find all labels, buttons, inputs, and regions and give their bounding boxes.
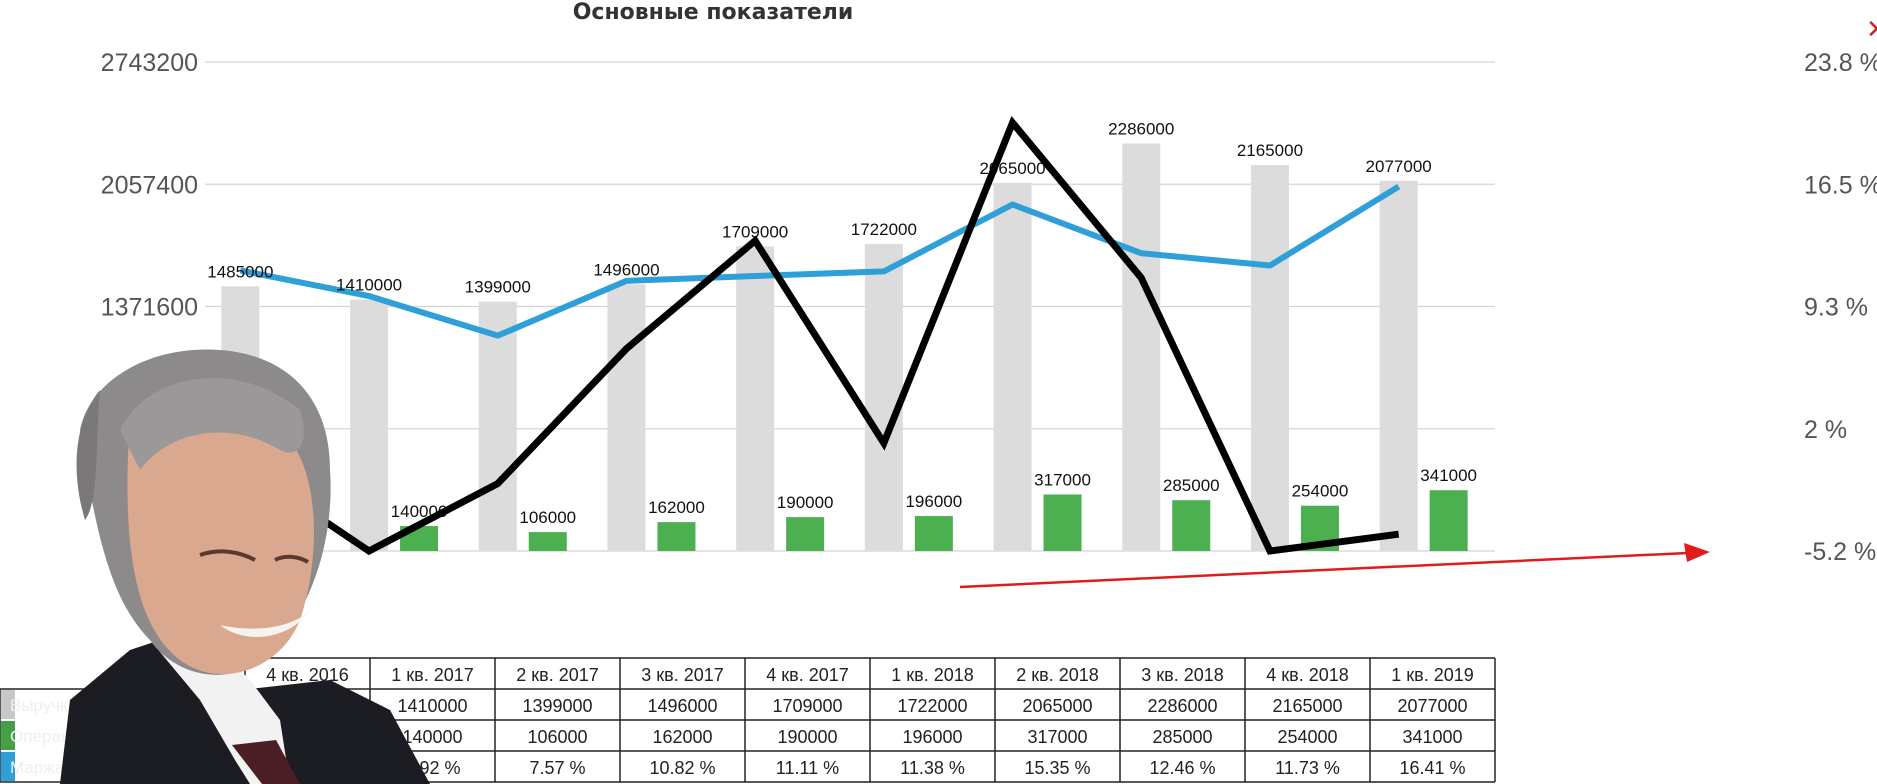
revenue-data-label: 2165000 [1237,141,1303,160]
revenue-bars [221,143,1418,552]
table-cell: 190000 [777,727,837,747]
table-cell: 11.38 % [900,758,965,778]
revenue-bar [1122,143,1161,551]
revenue-bar [993,182,1032,551]
revenue-data-label: 1722000 [851,220,917,239]
table-header-cell: 1 кв. 2017 [391,665,474,685]
table-cell: 12.46 % [1149,758,1215,778]
row-color-swatch [1,690,15,719]
revenue-bar [478,301,517,551]
revenue-data-label: 2286000 [1108,120,1174,139]
table-cell: 11.11 % [776,758,839,778]
table-cell: 2077000 [1397,696,1467,716]
y-tick-right: 2 % [1804,416,1847,444]
table-header-cell: 2 кв. 2018 [1016,665,1099,685]
black-annotation-line [274,115,1400,556]
margin-line [239,184,1401,339]
y-tick-right: 23.8 % [1804,49,1877,77]
arrow-head [1684,543,1710,562]
revenue-bar [607,284,646,551]
close-icon[interactable]: ✕ [1866,14,1877,44]
table-header-cell: 3 кв. 2018 [1141,665,1224,685]
table-cell: 10.82 % [649,758,715,778]
table-cell: 140000 [402,727,462,747]
y-tick-left: 2743200 [101,49,198,77]
y-tick-right: 9.3 % [1804,294,1868,322]
revenue-data-label: 1709000 [722,222,788,241]
operating-income-data-label: 162000 [648,498,705,517]
table-cell: 7.57 % [529,758,585,778]
table-cell: 1496000 [647,696,717,716]
y-tick-right: 16.5 % [1804,171,1877,199]
operating-income-data-label: 196000 [905,492,962,511]
table-cell: 2165000 [1272,696,1342,716]
operating-income-bar [528,532,567,551]
table-header-cell: 4 кв. 2018 [1266,665,1349,685]
black-drawn-line [274,115,1400,556]
table-cell: 1399000 [522,696,592,716]
arrow-shaft [959,551,1689,589]
table-cell: 285000 [1152,727,1212,747]
margin-series-line [239,184,1401,339]
operating-income-data-label: 254000 [1292,482,1349,501]
table-row-label: Выручка [10,696,78,715]
operating-income-bar [914,516,953,551]
y-axis-right: 23.8 % 16.5 % 9.3 % 2 % -5.2 % [1804,49,1877,566]
table-cell: 162000 [652,727,712,747]
table-cell: 1410000 [397,696,467,716]
revenue-bar [736,246,775,552]
table-header-cell: 3 кв. 2017 [641,665,724,685]
table-cell: 317000 [1027,727,1087,747]
table-cell: 1709000 [772,696,842,716]
revenue-data-label: 1410000 [336,276,402,295]
row-color-swatch [1,721,15,750]
operating-income-data-label: 341000 [1420,466,1477,485]
table-cell: 1722000 [897,696,967,716]
table-header-cell: 1 кв. 2019 [1391,665,1474,685]
revenue-data-label: 1399000 [465,278,531,297]
table-header-cell: 1 кв. 2018 [891,665,974,685]
y-tick-right: -5.2 % [1804,538,1876,566]
operating-income-data-label: 317000 [1034,470,1091,489]
operating-income-bar [1172,500,1211,551]
y-tick-left: 1371600 [101,294,198,322]
table-header-cell: 4 кв. 2017 [766,665,849,685]
table-cell: 2286000 [1147,696,1217,716]
operating-income-data-label: 190000 [777,493,834,512]
table-header-cell: 4 кв. 2016 [266,665,349,685]
table-cell: 2065000 [1022,696,1092,716]
operating-income-bar [1043,494,1082,551]
y-tick-left: 2057400 [101,171,198,199]
table-cell: 15.35 % [1024,758,1090,778]
red-arrow [959,543,1710,589]
person-photo [60,349,430,784]
table-cell: 341000 [1402,727,1462,747]
revenue-bar [350,299,389,551]
table-header-cell: 2 кв. 2017 [516,665,599,685]
revenue-bar [1250,165,1289,551]
chart-title: Основные показатели [573,0,854,25]
table-cell: 254000 [1277,727,1337,747]
operating-income-data-label: 285000 [1163,476,1220,495]
table-cell: 11.73 % [1275,758,1340,778]
table-cell: 16.41 % [1399,758,1465,778]
operating-income-data-label: 106000 [519,508,576,527]
revenue-bar [864,244,903,551]
revenue-data-label: 2077000 [1366,157,1432,176]
revenue-bar [1379,180,1418,552]
row-color-swatch [1,752,15,781]
table-cell: 196000 [902,727,962,747]
table-cell: 106000 [527,727,587,747]
revenue-data-label: 1485000 [207,262,273,281]
operating-income-bar [786,517,825,551]
operating-income-bar [657,522,696,551]
operating-income-bar [1429,490,1468,551]
revenue-data-label: 1496000 [593,260,659,279]
